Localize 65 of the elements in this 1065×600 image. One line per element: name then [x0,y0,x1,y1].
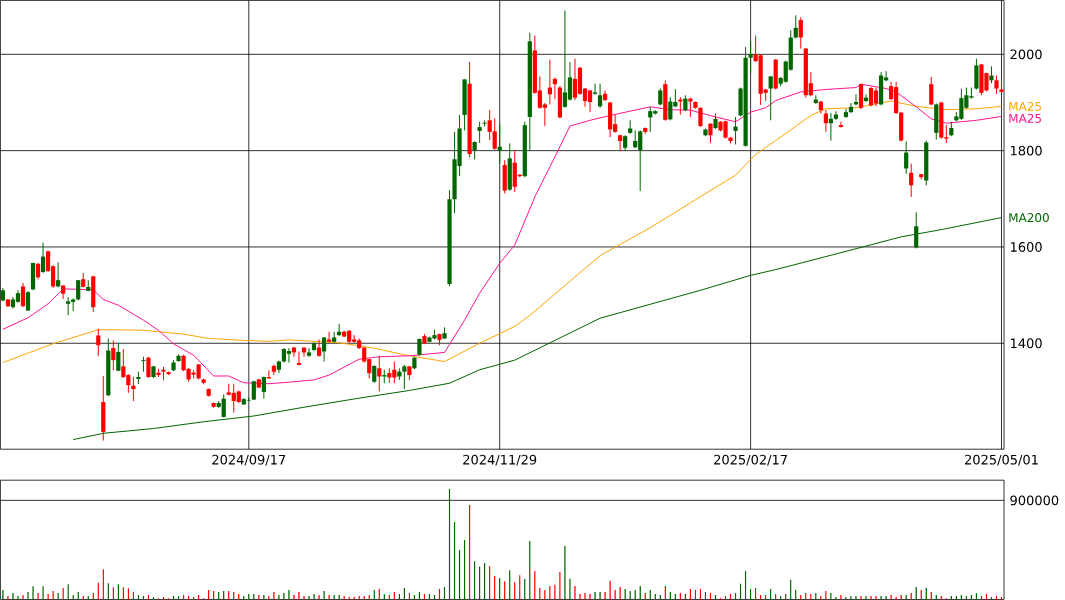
candlestick [733,116,738,145]
candlestick [402,364,407,390]
candlestick [111,339,116,371]
candlestick [286,347,292,363]
candlestick [848,102,854,114]
candlestick [868,86,874,107]
candlestick [497,123,502,165]
candlestick [146,356,151,379]
candlestick [332,331,337,343]
candlestick [688,97,693,118]
candlestick [377,355,382,392]
candlestick [261,375,266,400]
candlestick [321,336,327,362]
candlestick [618,134,623,152]
candlestick [20,282,26,308]
candlestick [768,75,773,121]
x-tick-label: 2025/05/01 [965,454,1038,466]
candlestick [316,338,322,358]
y-tick-label: 1400 [1010,338,1042,349]
candlestick [116,342,121,372]
x-tick-label: 2024/09/17 [212,454,286,466]
candlestick [708,122,713,144]
candlestick [602,89,608,102]
candlestick [909,163,914,198]
candlestick [492,117,497,151]
candlestick [858,83,864,110]
candlestick [271,363,276,376]
candlestick [552,76,558,100]
candlestick [597,83,603,109]
y-tick-label: 900000 [1010,495,1059,506]
candlestick [698,106,703,128]
candlestick [25,290,31,312]
candlestick [798,16,803,49]
y-tick-label: 1800 [1010,145,1042,156]
candlestick [668,96,673,121]
candlestick [974,58,979,90]
series-label: MA25 [1009,101,1041,111]
line-series [72,217,1003,440]
candlestick [56,261,61,288]
series-label: MA200 [1009,212,1049,223]
candlestick [326,331,332,343]
candlestick [306,347,312,358]
candlestick [838,121,844,128]
candlestick [748,39,753,74]
candlestick [40,242,46,274]
y-tick-label: 1600 [1010,241,1042,252]
candlestick [482,119,487,127]
candlestick [904,140,909,175]
candlestick [994,74,999,95]
candlestick [66,296,71,316]
candlestick [296,350,302,366]
candlestick [477,121,482,144]
candlestick [572,58,578,101]
x-tick-label: 2024/11/29 [463,454,537,466]
series-label: MA25 [1009,113,1041,123]
candlestick [678,96,683,115]
candlestick [141,356,146,373]
candlestick [76,279,81,301]
candlestick [873,86,879,107]
candlestick [648,106,653,133]
candlestick [562,9,568,109]
x-tick-label: 2025/02/17 [714,454,787,466]
y-tick-label: 2000 [1010,49,1042,60]
candlestick [929,76,934,106]
candlestick [592,83,598,96]
